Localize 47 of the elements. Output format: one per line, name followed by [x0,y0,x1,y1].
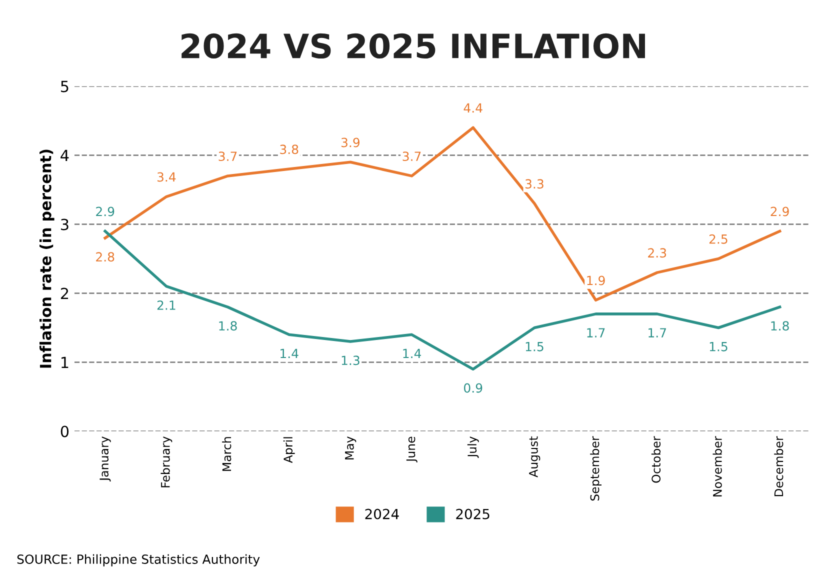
data-label: 1.3 [342,356,360,366]
data-label: 4.4 [464,103,482,113]
data-label: 1.4 [280,348,298,358]
x-tick-label: July [467,436,479,458]
y-tick-label: 5 [61,80,68,92]
data-label: 1.9 [587,276,605,286]
y-tick-label: 0 [60,426,69,438]
y-tick-label: 4 [60,150,69,162]
y-axis-title: Inflation rate (in percent) [40,150,54,368]
y-tick-label: 1 [62,356,68,368]
x-tick-label: April [283,437,295,463]
data-label: 2.3 [648,248,666,258]
data-label: 2.8 [96,252,114,262]
y-tick-label: 2 [60,288,68,300]
legend-label: 2025 [456,508,490,520]
x-tick-label: June [406,436,418,462]
data-label: 1.4 [403,348,422,358]
data-label: 2.5 [709,234,728,244]
data-label: 1.5 [526,342,544,352]
data-label: 2.1 [157,300,176,310]
x-tick-label: December [774,436,784,496]
data-label: 3.4 [157,172,176,182]
x-tick-label: September [590,436,602,501]
legend-label: 2024 [365,508,399,520]
x-tick-label: November [712,436,722,496]
x-tick-label: March [222,437,232,471]
data-label: 2.9 [770,206,789,216]
data-label: 1.5 [710,342,728,352]
data-label: 1.7 [648,328,666,338]
data-label: 1.8 [219,321,237,331]
x-tick-label: January [100,436,111,482]
data-label: 3.8 [280,144,298,154]
data-label: 1.8 [771,321,789,331]
y-tick-label: 3 [61,218,68,230]
source-note: SOURCE: Philippine Statistics Authority [17,554,260,566]
x-tick-label: August [529,436,540,478]
chart-title: 2024 VS 2025 INFLATION [182,33,645,59]
x-tick-label: October [651,436,661,483]
x-tick-label: May [345,436,356,460]
data-label: 0.9 [464,383,482,393]
data-label: 3.7 [218,152,237,162]
data-label: 3.9 [341,138,360,148]
data-label: 1.7 [587,328,605,338]
data-label: 3.7 [402,152,421,162]
data-label: 3.3 [525,179,544,189]
x-tick-label: February [160,436,172,488]
data-label: 2.9 [96,206,114,216]
